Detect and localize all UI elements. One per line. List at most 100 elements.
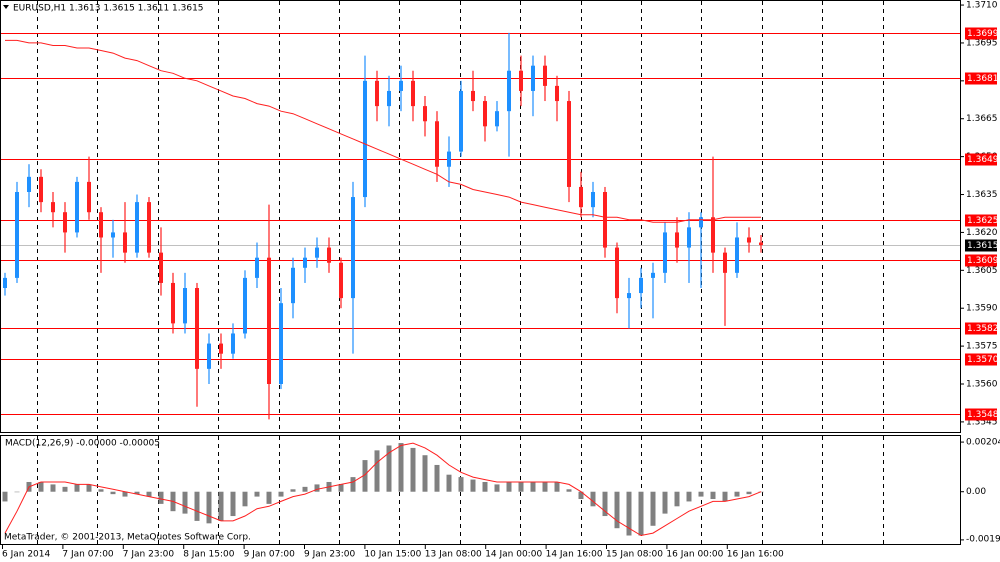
candle-body [435,121,439,167]
candle-body [507,70,511,112]
candle-body [363,80,367,198]
candle-body [579,186,583,208]
macd-bar [410,447,416,492]
level-label: 1.3699 [967,29,999,39]
level-label: 1.3609 [967,256,999,266]
candle-body [651,272,655,278]
candle-body [183,288,187,324]
candle-body [243,277,247,334]
y-tick-label: 1.3695 [966,38,998,48]
price-panel [0,0,961,433]
macd-panel [0,435,961,545]
y-tick-label: 1.3665 [966,114,998,124]
current-price-box [965,239,997,252]
candle-body [63,212,67,233]
macd-bar [602,491,608,517]
level-label: 1.3548 [967,410,999,420]
macd-bar [398,443,404,492]
macd-bar [194,491,200,521]
macd-bar [674,491,680,507]
y-tick-label: 1.3620 [966,228,998,238]
level-label-box [965,153,997,166]
x-tick-label: 6 Jan 2014 [2,550,50,560]
candle-body [459,90,463,152]
candle-body [339,262,343,299]
menu-arrow[interactable] [3,5,9,9]
candle-body [687,227,691,248]
level-label: 1.3649 [967,155,999,165]
candle-body [555,85,559,102]
x-tick-label: 7 Jan 07:00 [62,550,114,560]
candle-body [735,237,739,273]
macd-bar [62,486,68,492]
candle-body [87,181,91,213]
y-tick-label: 1.3560 [966,380,998,390]
macd-bar [278,491,284,497]
y-tick-label: -0.00198 [966,535,1000,545]
y-tick-label: 1.3545 [966,417,998,427]
level-label-box [965,254,997,267]
level-label: 1.3570 [967,355,999,365]
macd-bar [482,481,488,492]
candle-body [255,257,259,278]
x-tick-label: 9 Jan 23:00 [304,550,356,560]
candle-body [639,277,643,294]
candle-body [663,232,667,273]
macd-bar [266,491,272,504]
candle-body [27,176,31,192]
x-tick-label: 14 Jan 16:00 [546,550,603,560]
candle-body [519,70,523,91]
candle-body [747,237,751,243]
macd-bar [74,484,80,492]
candle-body [111,232,115,238]
x-tick-label: 7 Jan 23:00 [123,550,175,560]
candle-body [375,80,379,107]
candle-body [603,192,607,248]
candle-body [171,282,175,324]
candle-body [495,111,499,127]
x-tick-label: 16 Jan 00:00 [666,550,723,560]
macd-bar [314,484,320,492]
x-tick-label: 15 Jan 08:00 [606,550,663,560]
candle-body [423,106,427,122]
macd-bar [254,491,260,497]
candle-body [135,202,139,253]
level-label: 1.3681 [967,74,999,84]
candle-body [759,242,763,246]
x-tick-label: 9 Jan 07:00 [244,550,296,560]
candle-body [267,257,271,384]
macd-bar [230,491,236,517]
candle-body [615,247,619,299]
macd-bar [86,484,92,492]
candle-body [291,267,295,304]
candle-body [75,181,79,233]
candle-body [627,293,631,299]
y-tick-label: 1.3590 [966,304,998,314]
x-tick-label: 8 Jan 15:00 [183,550,235,560]
candle-body [591,192,595,208]
candle-body [123,232,127,253]
macd-bar [350,477,356,492]
vertical-grid [37,1,884,544]
macd-bar [122,491,128,497]
watermark: MetaTrader, © 2001-2013, MetaQuotes Soft… [4,533,251,543]
macd-bar [686,491,692,502]
symbol-title: EURUSD,H1 1.3613 1.3615 1.3611 1.3615 [13,4,204,14]
candle-body [39,176,43,203]
candle-body [483,101,487,127]
candle-body [411,80,415,107]
candle-body [279,303,283,384]
macd-bar [566,489,572,492]
level-label: 1.3625 [967,216,999,226]
macd-bar [722,491,728,502]
candle-body [231,333,235,354]
macd-bar [302,486,308,492]
candle-body [675,232,679,248]
macd-bar [578,491,584,500]
macd-bar [98,489,104,492]
macd-bar [494,484,500,492]
candle-body [3,277,7,288]
candle-body [51,202,55,213]
level-label-box [965,353,997,366]
